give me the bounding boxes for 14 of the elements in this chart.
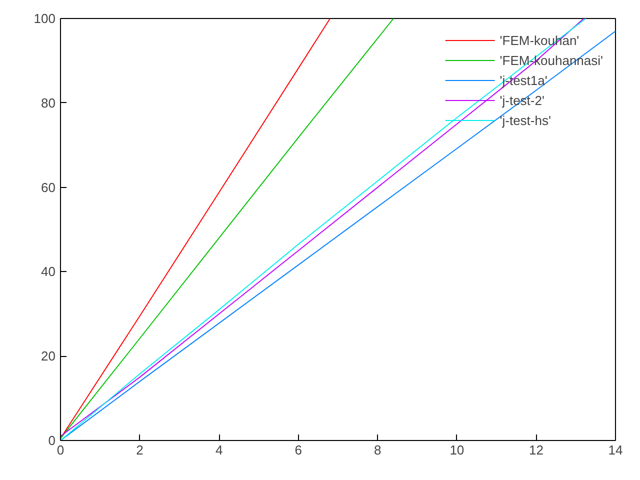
y-tick-label: 80 <box>41 95 56 110</box>
y-tick-label: 20 <box>41 348 56 364</box>
y-tick-label: 100 <box>34 11 56 26</box>
x-tick-label: 12 <box>528 442 544 458</box>
x-tick-label: 10 <box>450 442 464 458</box>
x-tick-label: 14 <box>608 442 623 458</box>
y-tick-label: 60 <box>41 180 56 195</box>
x-tick-label: 2 <box>136 442 144 458</box>
x-tick-label: 8 <box>374 442 382 458</box>
y-tick-label: 0 <box>48 433 56 448</box>
y-tick-label: 40 <box>41 264 56 280</box>
legend-label: 'j-test-hs' <box>500 112 551 128</box>
x-tick-label: 6 <box>294 442 302 458</box>
x-tick-label: 4 <box>215 442 223 458</box>
